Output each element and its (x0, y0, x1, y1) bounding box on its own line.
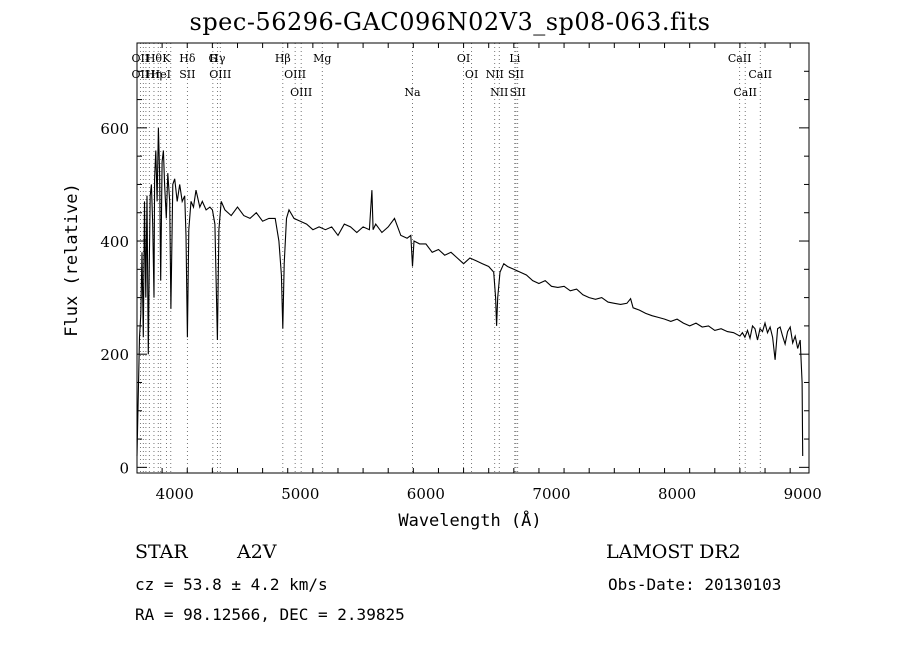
y-tick-label: 400 (100, 233, 129, 251)
object-subclass: A2V (237, 541, 277, 563)
x-tick-label: 8000 (658, 485, 696, 503)
line-label: Li (509, 52, 520, 65)
line-label: OIII (284, 68, 306, 81)
line-label: OII (132, 52, 150, 65)
line-label: SII (179, 68, 195, 81)
line-label: HeI (151, 68, 171, 81)
line-label: Hγ (209, 52, 226, 65)
line-label: G (208, 52, 217, 65)
line-label: Hδ (179, 52, 196, 65)
line-label: SII (508, 68, 524, 81)
line-label: NII (490, 86, 508, 99)
line-label: Mg (313, 52, 331, 65)
survey-name: LAMOST DR2 (606, 541, 741, 563)
y-tick-label: 0 (119, 459, 129, 477)
line-label: OI (465, 68, 478, 81)
y-tick-label: 600 (100, 120, 129, 138)
line-label: SII (510, 86, 526, 99)
line-label: Na (404, 86, 421, 99)
emission-line-markers (139, 43, 761, 473)
y-axis-label: Flux (relative) (62, 183, 82, 337)
axis-ticks: 4000 5000 6000 7000 8000 9000 0 200 400 600 (100, 43, 822, 503)
line-label: NII (486, 68, 504, 81)
x-tick-label: 4000 (156, 485, 194, 503)
observation-date: Obs-Date: 20130103 (608, 575, 782, 594)
x-tick-label: 6000 (407, 485, 445, 503)
line-label: OII (132, 68, 150, 81)
x-tick-label: 7000 (532, 485, 570, 503)
chart-title: spec-56296-GAC096N02V3_sp08-063.fits (189, 8, 711, 36)
x-tick-label: 5000 (281, 485, 319, 503)
plot-frame (136, 42, 810, 474)
redshift-value: cz = 53.8 ± 4.2 km/s (135, 575, 328, 594)
line-label: Hβ (275, 52, 291, 65)
x-tick-label: 9000 (784, 485, 822, 503)
y-tick-label: 200 (100, 346, 129, 364)
line-label: K (162, 52, 171, 65)
line-label: OIII (290, 86, 312, 99)
line-label: CaII (733, 86, 757, 99)
line-label: Hη (146, 68, 162, 81)
line-label: OI (457, 52, 470, 65)
object-class: STAR (135, 541, 188, 563)
line-label: CaII (728, 52, 752, 65)
line-label: Hθ (146, 52, 163, 65)
spectrum-line (136, 127, 804, 457)
x-axis-label: Wavelength (Å) (398, 511, 542, 531)
line-label: OIII (209, 68, 231, 81)
line-label: CaII (748, 68, 772, 81)
coordinates: RA = 98.12566, DEC = 2.39825 (135, 605, 405, 624)
